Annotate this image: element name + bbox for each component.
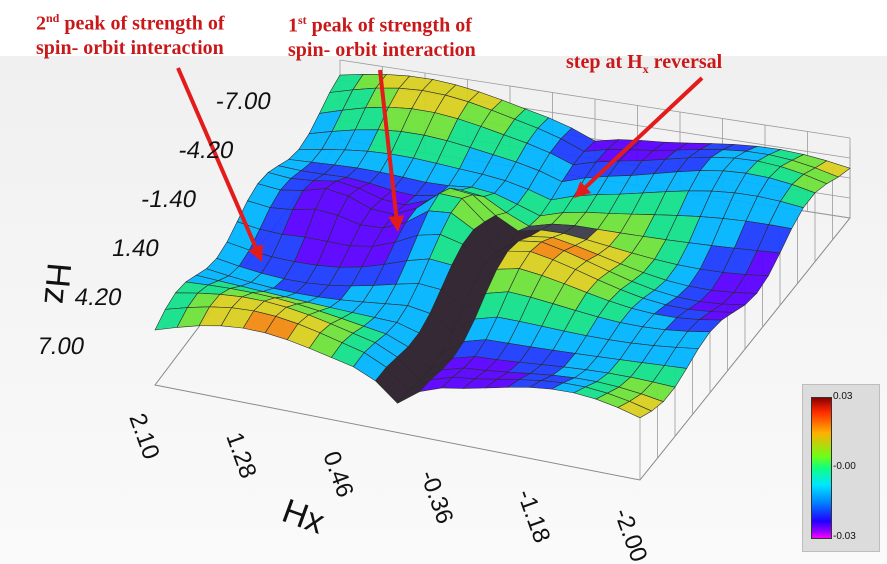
- colorbar-label-bottom: -0.03: [833, 531, 856, 542]
- annotation-second-peak-sup: nd: [46, 11, 60, 25]
- x-tick-label: 1.28: [220, 429, 261, 482]
- x-tick-label: 0.46: [317, 448, 358, 501]
- y-tick-label: -4.20: [177, 137, 236, 164]
- wall-gridline: [339, 59, 851, 139]
- x-axis-title: Hx: [277, 492, 329, 542]
- surface-patch: [617, 401, 653, 419]
- annotation-first-peak: 1st peak of strength of spin- orbit inte…: [288, 8, 476, 62]
- annotation-second-peak-line2: spin- orbit interaction: [36, 36, 224, 59]
- colorbar-label-top: 0.03: [833, 391, 853, 402]
- arrow-second-peak-head: [248, 244, 263, 262]
- arrow-step-head: [574, 181, 592, 198]
- arrow-second-peak: [176, 67, 261, 256]
- annotation-first-peak-sup: st: [298, 13, 307, 27]
- annotation-second-peak-line1: peak of strength of: [59, 12, 225, 35]
- colorbar-label-mid: -0.00: [833, 461, 856, 472]
- annotation-first-peak-num: 1: [288, 14, 298, 37]
- x-tick-label: -1.18: [511, 486, 555, 547]
- x-tick-label: -2.00: [608, 505, 652, 564]
- colorbar-gradient: [811, 397, 832, 539]
- arrow-first-peak-head: [388, 215, 405, 232]
- arrow-first-peak: [378, 69, 400, 225]
- y-tick-label: 4.20: [73, 284, 124, 311]
- x-tick-label: 2.10: [123, 410, 164, 463]
- annotation-second-peak-num: 2: [36, 12, 46, 35]
- y-tick-label: -1.40: [139, 186, 198, 213]
- surface-mesh: [154, 74, 851, 419]
- y-axis-title: Hz: [36, 261, 77, 306]
- y-tick-label: -7.00: [214, 88, 273, 115]
- annotation-first-peak-line2: spin- orbit interaction: [288, 38, 476, 61]
- annotation-second-peak: 2nd peak of strength of spin- orbit inte…: [36, 6, 225, 60]
- annotation-step-text: step at H: [566, 51, 643, 73]
- y-tick-label: 7.00: [35, 333, 86, 360]
- y-tick-label: 1.40: [110, 235, 161, 262]
- annotation-step: step at Hx reversal: [566, 50, 722, 81]
- colorbar: 0.03 -0.00 -0.03: [802, 384, 880, 552]
- arrow-step: [578, 76, 704, 194]
- annotation-step-end: reversal: [648, 51, 723, 73]
- annotation-step-sub: x: [642, 62, 649, 76]
- x-tick-label: -0.36: [414, 467, 458, 528]
- annotation-first-peak-line1: peak of strength of: [306, 14, 472, 37]
